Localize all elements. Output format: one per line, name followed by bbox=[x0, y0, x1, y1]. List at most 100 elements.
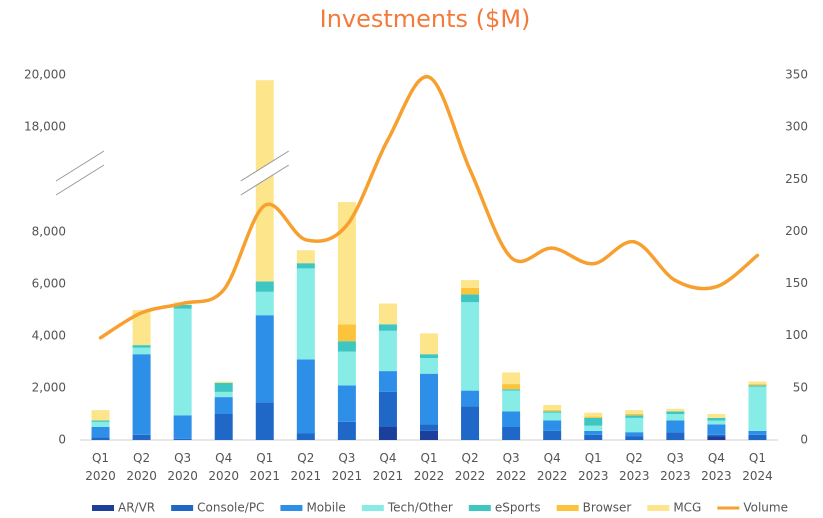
legend-label: Volume bbox=[743, 501, 788, 515]
y2-tick-label: 150 bbox=[785, 276, 808, 290]
bar-segment bbox=[461, 302, 480, 391]
bar-segment bbox=[748, 386, 767, 431]
bar-segment bbox=[378, 330, 397, 372]
bar-segment bbox=[543, 412, 562, 421]
x-tick-label: Q1 2022 bbox=[414, 451, 445, 483]
bar-segment bbox=[420, 354, 438, 359]
bar-segment bbox=[173, 304, 192, 309]
x-tick-label: Q1 2024 bbox=[742, 451, 773, 483]
legend-label: MCG bbox=[673, 501, 701, 515]
bar-segment bbox=[707, 436, 726, 440]
x-tick-label: Q2 2022 bbox=[455, 451, 486, 483]
bar-segment bbox=[625, 415, 644, 418]
bar-segment bbox=[748, 430, 767, 435]
bar-segment bbox=[296, 433, 315, 440]
bar-segment bbox=[378, 324, 397, 331]
bar-segment bbox=[337, 351, 356, 386]
volume-line bbox=[98, 75, 760, 340]
x-tick-label: Q4 2023 bbox=[701, 451, 732, 483]
bar-segment bbox=[543, 410, 562, 412]
bar-segment bbox=[296, 263, 315, 269]
bar-segment bbox=[173, 415, 192, 439]
bar-segment bbox=[255, 281, 274, 292]
bar-segment bbox=[502, 427, 521, 440]
legend-swatch bbox=[280, 505, 303, 511]
y-tick-label: 6,000 bbox=[32, 277, 66, 291]
legend-swatch bbox=[171, 505, 194, 511]
x-tick-label: Q3 2022 bbox=[496, 451, 527, 483]
bar-segment bbox=[461, 287, 480, 295]
bar-segment bbox=[584, 417, 603, 426]
bar-segment bbox=[132, 310, 151, 346]
x-tick-label: Q1 2023 bbox=[578, 451, 609, 483]
x-tick-label: Q3 2021 bbox=[332, 451, 363, 483]
bar-segment bbox=[255, 291, 274, 316]
y2-tick-label: 0 bbox=[800, 433, 808, 447]
bar-segment bbox=[707, 424, 726, 435]
legend-label: Console/PC bbox=[197, 501, 264, 515]
bar-segment bbox=[502, 372, 521, 385]
bar-segment bbox=[91, 410, 110, 421]
bar-segment bbox=[420, 424, 438, 431]
legend-swatch bbox=[92, 505, 114, 511]
bar-segment bbox=[378, 391, 397, 427]
x-tick-label: Q2 2021 bbox=[291, 451, 322, 483]
bar-segment bbox=[584, 425, 603, 431]
bar-segment bbox=[666, 432, 685, 440]
y-tick-label: 8,000 bbox=[32, 225, 66, 239]
bar-segment bbox=[502, 384, 521, 390]
bar-segment bbox=[748, 381, 767, 385]
bar-segment bbox=[748, 384, 767, 386]
legend-swatch bbox=[556, 505, 579, 511]
bar-segment bbox=[625, 417, 644, 433]
x-tick-label: Q1 2021 bbox=[249, 451, 280, 483]
bar-segment bbox=[173, 438, 192, 440]
chart-title: Investments ($M) bbox=[320, 5, 531, 33]
bar-segment bbox=[461, 294, 480, 303]
bar-segment bbox=[625, 414, 644, 416]
bar-segment bbox=[214, 397, 233, 414]
legend-swatch bbox=[468, 505, 491, 511]
bar-segment bbox=[132, 434, 151, 440]
x-tick-label: Q4 2022 bbox=[537, 451, 568, 483]
bar-segment bbox=[378, 303, 397, 325]
legend-label: Browser bbox=[583, 501, 632, 515]
bar-segment bbox=[214, 381, 233, 383]
y2-tick-label: 300 bbox=[785, 120, 808, 134]
bar-segment bbox=[214, 382, 233, 392]
bar-segment bbox=[255, 315, 274, 403]
bar-segment bbox=[420, 333, 438, 355]
y-tick-label: 18,000 bbox=[24, 120, 66, 134]
bar-segment bbox=[502, 389, 521, 391]
bar-segment bbox=[584, 430, 603, 435]
bar-segment bbox=[748, 385, 767, 387]
bar-segment bbox=[91, 437, 110, 440]
bar-segment bbox=[337, 385, 356, 422]
y2-tick-label: 200 bbox=[785, 224, 808, 238]
bar-segment bbox=[420, 373, 438, 425]
bar-segment bbox=[461, 280, 480, 288]
y-tick-label: 4,000 bbox=[32, 329, 66, 343]
bar-segment bbox=[337, 421, 356, 440]
x-tick-label: Q3 2023 bbox=[660, 451, 691, 483]
bar-segment bbox=[132, 345, 151, 348]
bar-segment bbox=[173, 308, 192, 416]
bar-segment bbox=[666, 408, 685, 412]
bar-segment bbox=[132, 354, 151, 435]
bar-segment bbox=[625, 436, 644, 440]
y2-tick-label: 100 bbox=[785, 328, 808, 342]
axis-break bbox=[240, 151, 289, 195]
y2-tick-label: 250 bbox=[785, 172, 808, 186]
bar-segment bbox=[707, 414, 726, 418]
bar-segment bbox=[543, 430, 562, 440]
bar-segment bbox=[625, 410, 644, 414]
bar-segment bbox=[625, 432, 644, 437]
bar-segment bbox=[502, 390, 521, 412]
bar-segment bbox=[214, 391, 233, 398]
axis-break bbox=[240, 164, 290, 196]
bar-segment bbox=[666, 420, 685, 433]
bar-segment bbox=[707, 420, 726, 425]
bar-segment bbox=[461, 406, 480, 440]
bar-segment bbox=[255, 402, 274, 440]
